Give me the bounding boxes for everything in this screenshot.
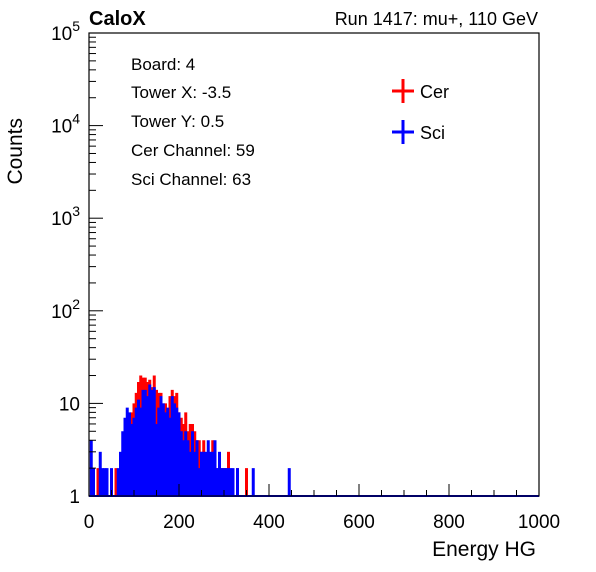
- x-tick-label: 200: [163, 512, 195, 533]
- legend: Cer Sci: [392, 79, 449, 144]
- info-cer-channel: Cer Channel: 59: [131, 141, 255, 160]
- x-tick-label: 600: [343, 512, 375, 533]
- y-tick-label: 104: [51, 111, 80, 138]
- x-tick-label: 1000: [518, 512, 560, 533]
- y-tick-label: 102: [51, 296, 80, 323]
- info-box-background: [122, 46, 360, 200]
- y-tick-label: 103: [51, 203, 80, 230]
- legend-cer-marker: [392, 79, 414, 103]
- legend-cer-label: Cer: [420, 82, 449, 102]
- x-tick-label: 400: [253, 512, 285, 533]
- x-tick-label: 800: [433, 512, 465, 533]
- info-box: Board: 4 Tower X: -3.5 Tower Y: 0.5 Cer …: [122, 46, 360, 200]
- info-tower-y: Tower Y: 0.5: [131, 112, 224, 131]
- y-tick-label: 1: [69, 487, 80, 508]
- y-axis-label: Counts: [4, 118, 27, 185]
- run-label: Run 1417: mu+, 110 GeV: [335, 9, 538, 29]
- sci-series: [89, 384, 291, 496]
- y-axis: 1 10 102 103 104 105: [51, 18, 103, 508]
- info-board: Board: 4: [131, 55, 195, 74]
- legend-sci-label: Sci: [420, 123, 445, 143]
- x-axis-label: Energy HG: [432, 538, 536, 561]
- info-sci-channel: Sci Channel: 63: [131, 170, 251, 189]
- info-tower-x: Tower X: -3.5: [131, 83, 231, 102]
- x-axis: 0 200 400 600 800 1000: [84, 484, 560, 533]
- x-tick-label: 0: [84, 512, 95, 533]
- y-tick-label: 105: [51, 18, 80, 45]
- y-tick-label: 10: [59, 394, 80, 415]
- legend-sci-marker: [392, 120, 414, 144]
- experiment-label: CaloX: [89, 8, 146, 30]
